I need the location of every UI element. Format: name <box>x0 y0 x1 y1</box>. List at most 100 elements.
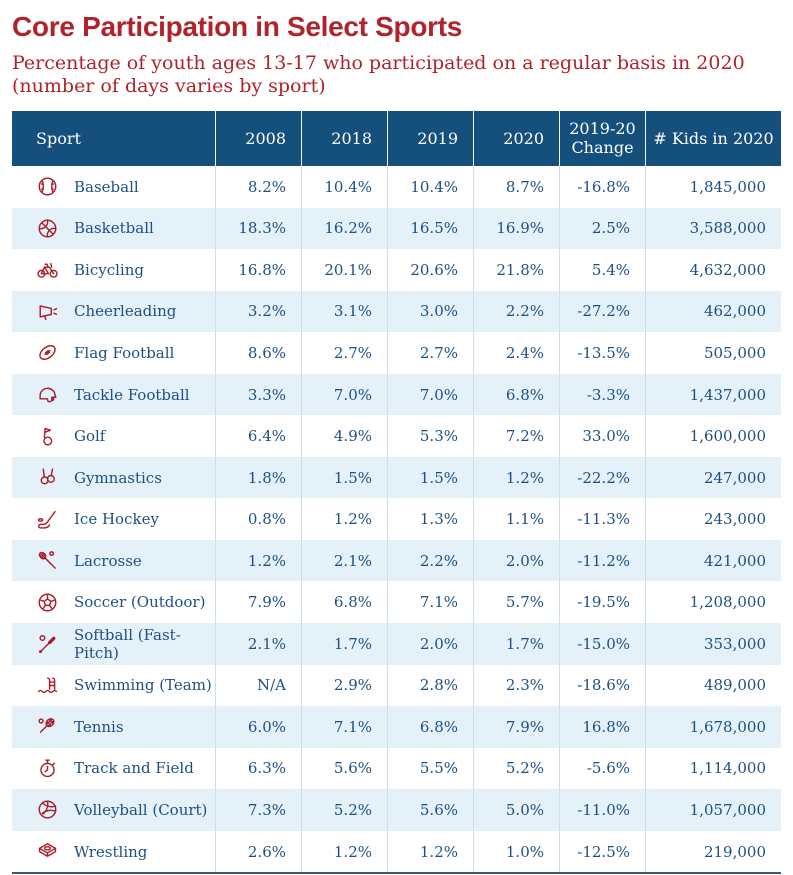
cell-2008: 3.2% <box>215 290 301 333</box>
cell-2018: 10.4% <box>301 166 387 208</box>
cell-2008: 8.2% <box>215 166 301 208</box>
cell-2019-20-change: -11.3% <box>559 498 645 540</box>
table-row: Tackle Football 3.3% 7.0% 7.0% 6.8% -3.3… <box>12 373 781 416</box>
cell-2018: 1.2% <box>301 498 387 540</box>
sport-name: Golf <box>74 427 106 446</box>
column-header-2019: 2019 <box>387 111 473 166</box>
sport-cell: Ice Hockey <box>12 498 215 540</box>
sport-cell: Soccer (Outdoor) <box>12 581 215 623</box>
cell-2020: 5.2% <box>473 747 559 790</box>
cell-2019: 1.5% <box>387 456 473 499</box>
sport-name: Ice Hockey <box>74 510 159 529</box>
cell-2020: 2.3% <box>473 664 559 707</box>
sport-cell: Tennis <box>12 706 215 748</box>
sport-cell: Lacrosse <box>12 540 215 582</box>
cell-2019: 10.4% <box>387 166 473 208</box>
sport-cell: Bicycling <box>12 249 215 291</box>
cell-2019: 5.3% <box>387 415 473 457</box>
sport-cell: Golf <box>12 415 215 457</box>
cell-2018: 16.2% <box>301 207 387 250</box>
cell-2019: 6.8% <box>387 706 473 748</box>
bicycle-icon <box>35 258 59 282</box>
cell-2020: 8.7% <box>473 166 559 208</box>
pool-ladder-icon <box>35 673 59 697</box>
cell-2019: 2.0% <box>387 623 473 665</box>
stopwatch-icon <box>35 756 59 780</box>
sport-name: Baseball <box>74 177 139 196</box>
cell-2008: 8.6% <box>215 332 301 374</box>
column-header-2018: 2018 <box>301 111 387 166</box>
cell-2008: 6.3% <box>215 747 301 790</box>
sport-cell: Wrestling <box>12 831 215 873</box>
cell-2019-20-change: -18.6% <box>559 664 645 707</box>
volleyball-icon <box>35 798 59 822</box>
cell-2019: 5.5% <box>387 747 473 790</box>
cell-2018: 6.8% <box>301 581 387 624</box>
cell-kids-2020: 4,632,000 <box>645 249 781 291</box>
baseball-icon <box>35 175 59 199</box>
cell-2020: 5.7% <box>473 581 559 624</box>
soccer-ball-icon <box>35 590 59 614</box>
cell-2019-20-change: -11.2% <box>559 539 645 582</box>
subtitle-line-1: Percentage of youth ages 13-17 who parti… <box>12 52 745 74</box>
table-row: Tennis 6.0% 7.1% 6.8% 7.9% 16.8% 1,678,0… <box>12 706 781 748</box>
cell-2008: 0.8% <box>215 498 301 540</box>
cell-2020: 2.4% <box>473 332 559 374</box>
cell-2008: 7.3% <box>215 789 301 831</box>
cell-2018: 2.7% <box>301 332 387 374</box>
table-row: Baseball 8.2% 10.4% 10.4% 8.7% -16.8% 1,… <box>12 166 781 208</box>
column-header-2019-20-change: 2019-20 Change <box>559 111 645 166</box>
rings-icon <box>35 466 59 490</box>
cell-2020: 6.8% <box>473 373 559 416</box>
column-header-kids-in-2020: # Kids in 2020 <box>645 111 781 166</box>
cell-2019-20-change: 5.4% <box>559 249 645 291</box>
sport-cell: Baseball <box>12 166 215 208</box>
cell-2019: 3.0% <box>387 290 473 333</box>
cell-kids-2020: 489,000 <box>645 664 781 707</box>
table-row: Track and Field 6.3% 5.6% 5.5% 5.2% -5.6… <box>12 747 781 790</box>
cell-2019: 1.2% <box>387 830 473 873</box>
sport-name: Track and Field <box>74 759 194 778</box>
sport-cell: Basketball <box>12 208 215 250</box>
sport-cell: Track and Field <box>12 748 215 790</box>
cell-2019-20-change: -13.5% <box>559 332 645 374</box>
cell-kids-2020: 462,000 <box>645 290 781 333</box>
megaphone-icon <box>35 299 59 323</box>
tennis-racket-icon <box>35 715 59 739</box>
cell-2018: 2.1% <box>301 539 387 582</box>
cell-2018: 5.2% <box>301 789 387 831</box>
cell-2018: 4.9% <box>301 415 387 457</box>
cell-2019: 5.6% <box>387 789 473 831</box>
table-row: Gymnastics 1.8% 1.5% 1.5% 1.2% -22.2% 24… <box>12 456 781 499</box>
table-row: Lacrosse 1.2% 2.1% 2.2% 2.0% -11.2% 421,… <box>12 539 781 582</box>
cell-kids-2020: 3,588,000 <box>645 207 781 250</box>
cell-2018: 1.7% <box>301 623 387 665</box>
cell-kids-2020: 505,000 <box>645 332 781 374</box>
sport-cell: Swimming (Team) <box>12 665 215 707</box>
table-row: Softball (Fast-Pitch) 2.1% 1.7% 2.0% 1.7… <box>12 623 781 665</box>
table-row: Swimming (Team) N/A 2.9% 2.8% 2.3% -18.6… <box>12 664 781 707</box>
cell-2019: 16.5% <box>387 207 473 250</box>
table-row: Basketball 18.3% 16.2% 16.5% 16.9% 2.5% … <box>12 207 781 250</box>
cell-2008: N/A <box>215 664 301 707</box>
cell-2008: 7.9% <box>215 581 301 624</box>
sport-cell: Softball (Fast-Pitch) <box>12 623 215 665</box>
softball-bat-icon <box>35 632 59 656</box>
golf-flag-icon <box>35 424 59 448</box>
sport-cell: Cheerleading <box>12 291 215 333</box>
table-row: Golf 6.4% 4.9% 5.3% 7.2% 33.0% 1,600,000 <box>12 415 781 457</box>
cell-2019-20-change: 16.8% <box>559 706 645 748</box>
cell-2019-20-change: -22.2% <box>559 456 645 499</box>
cell-2018: 2.9% <box>301 664 387 707</box>
table-row: Bicycling 16.8% 20.1% 20.6% 21.8% 5.4% 4… <box>12 249 781 291</box>
cell-2019: 2.2% <box>387 539 473 582</box>
cell-2019-20-change: -15.0% <box>559 623 645 665</box>
sport-cell: Flag Football <box>12 332 215 374</box>
cell-2020: 21.8% <box>473 249 559 291</box>
cell-kids-2020: 1,845,000 <box>645 166 781 208</box>
cell-2008: 6.4% <box>215 415 301 457</box>
page-title: Core Participation in Select Sports <box>12 11 463 42</box>
table-row: Cheerleading 3.2% 3.1% 3.0% 2.2% -27.2% … <box>12 290 781 333</box>
cell-2008: 1.2% <box>215 539 301 582</box>
